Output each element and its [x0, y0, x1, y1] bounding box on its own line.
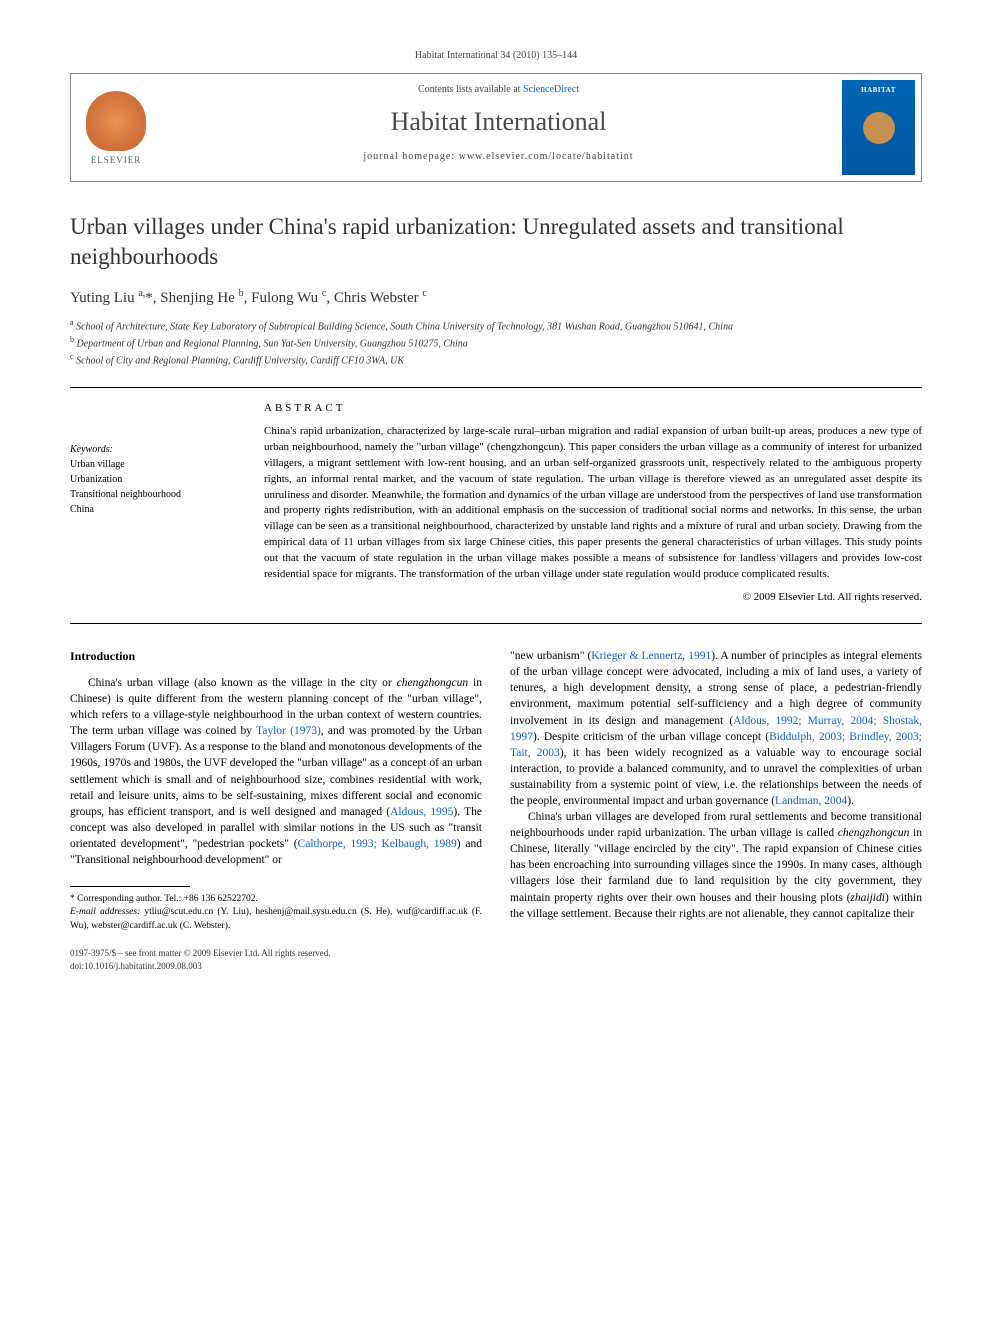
- keyword-item: China: [70, 502, 240, 517]
- footnotes: * Corresponding author. Tel.: +86 136 62…: [70, 893, 482, 933]
- header-center: Contents lists available at ScienceDirec…: [161, 74, 836, 181]
- article-title: Urban villages under China's rapid urban…: [70, 212, 922, 272]
- journal-cover: HABITAT: [836, 74, 921, 181]
- keyword-item: Urban village: [70, 457, 240, 472]
- footer-doi: doi:10.1016/j.habitatint.2009.08.003: [70, 960, 922, 973]
- cover-globe-icon: [863, 112, 895, 144]
- intro-paragraph-1: China's urban village (also known as the…: [70, 675, 482, 868]
- cover-image: HABITAT: [842, 80, 915, 175]
- keywords-list: Urban villageUrbanizationTransitional ne…: [70, 457, 240, 517]
- abstract-heading: ABSTRACT: [264, 402, 922, 414]
- homepage-url: www.elsevier.com/locate/habitatint: [459, 151, 634, 162]
- left-column: Introduction China's urban village (also…: [70, 648, 482, 933]
- citation[interactable]: Landman, 2004: [775, 795, 847, 807]
- homepage-prefix: journal homepage:: [363, 151, 458, 162]
- introduction-heading: Introduction: [70, 648, 482, 665]
- journal-reference: Habitat International 34 (2010) 135–144: [70, 50, 922, 61]
- affiliation: a School of Architecture, State Key Labo…: [70, 317, 922, 334]
- footer: 0197-3975/$ – see front matter © 2009 El…: [70, 947, 922, 972]
- keyword-item: Transitional neighbourhood: [70, 487, 240, 502]
- right-column: "new urbanism" (Krieger & Lennertz, 1991…: [510, 648, 922, 933]
- elsevier-tree-icon: [86, 91, 146, 151]
- email-addresses: E-mail addresses: ytliu@scut.edu.cn (Y. …: [70, 906, 482, 933]
- keywords-heading: Keywords:: [70, 442, 240, 457]
- homepage-line: journal homepage: www.elsevier.com/locat…: [161, 151, 836, 162]
- abstract-section: Keywords: Urban villageUrbanizationTrans…: [70, 402, 922, 603]
- contents-line: Contents lists available at ScienceDirec…: [161, 84, 836, 95]
- authors: Yuting Liu a,*, Shenjing He b, Fulong Wu…: [70, 288, 922, 307]
- affiliation: c School of City and Regional Planning, …: [70, 351, 922, 368]
- abstract-column: ABSTRACT China's rapid urbanization, cha…: [264, 402, 922, 603]
- copyright: © 2009 Elsevier Ltd. All rights reserved…: [264, 591, 922, 603]
- footer-front-matter: 0197-3975/$ – see front matter © 2009 El…: [70, 947, 922, 960]
- divider: [70, 623, 922, 624]
- affiliations: a School of Architecture, State Key Labo…: [70, 317, 922, 369]
- body-columns: Introduction China's urban village (also…: [70, 648, 922, 933]
- abstract-text: China's rapid urbanization, characterize…: [264, 424, 922, 583]
- contents-prefix: Contents lists available at: [418, 84, 523, 95]
- journal-name: Habitat International: [161, 107, 836, 137]
- citation[interactable]: Krieger & Lennertz, 1991: [591, 650, 711, 662]
- journal-header: ELSEVIER Contents lists available at Sci…: [70, 73, 922, 182]
- affiliation: b Department of Urban and Regional Plann…: [70, 334, 922, 351]
- citation[interactable]: Taylor (1973): [256, 725, 321, 737]
- keywords-column: Keywords: Urban villageUrbanizationTrans…: [70, 402, 240, 603]
- sciencedirect-link[interactable]: ScienceDirect: [523, 84, 579, 95]
- intro-paragraph-2: China's urban villages are developed fro…: [510, 809, 922, 922]
- cover-title: HABITAT: [861, 86, 896, 94]
- citation[interactable]: Calthorpe, 1993; Kelbaugh, 1989: [298, 838, 457, 850]
- corresponding-author: * Corresponding author. Tel.: +86 136 62…: [70, 893, 482, 906]
- divider: [70, 387, 922, 388]
- elsevier-label: ELSEVIER: [91, 155, 142, 165]
- elsevier-logo: ELSEVIER: [71, 74, 161, 181]
- footnote-separator: [70, 886, 190, 887]
- intro-paragraph-1-cont: "new urbanism" (Krieger & Lennertz, 1991…: [510, 648, 922, 809]
- citation[interactable]: Aldous, 1995: [390, 806, 453, 818]
- keyword-item: Urbanization: [70, 472, 240, 487]
